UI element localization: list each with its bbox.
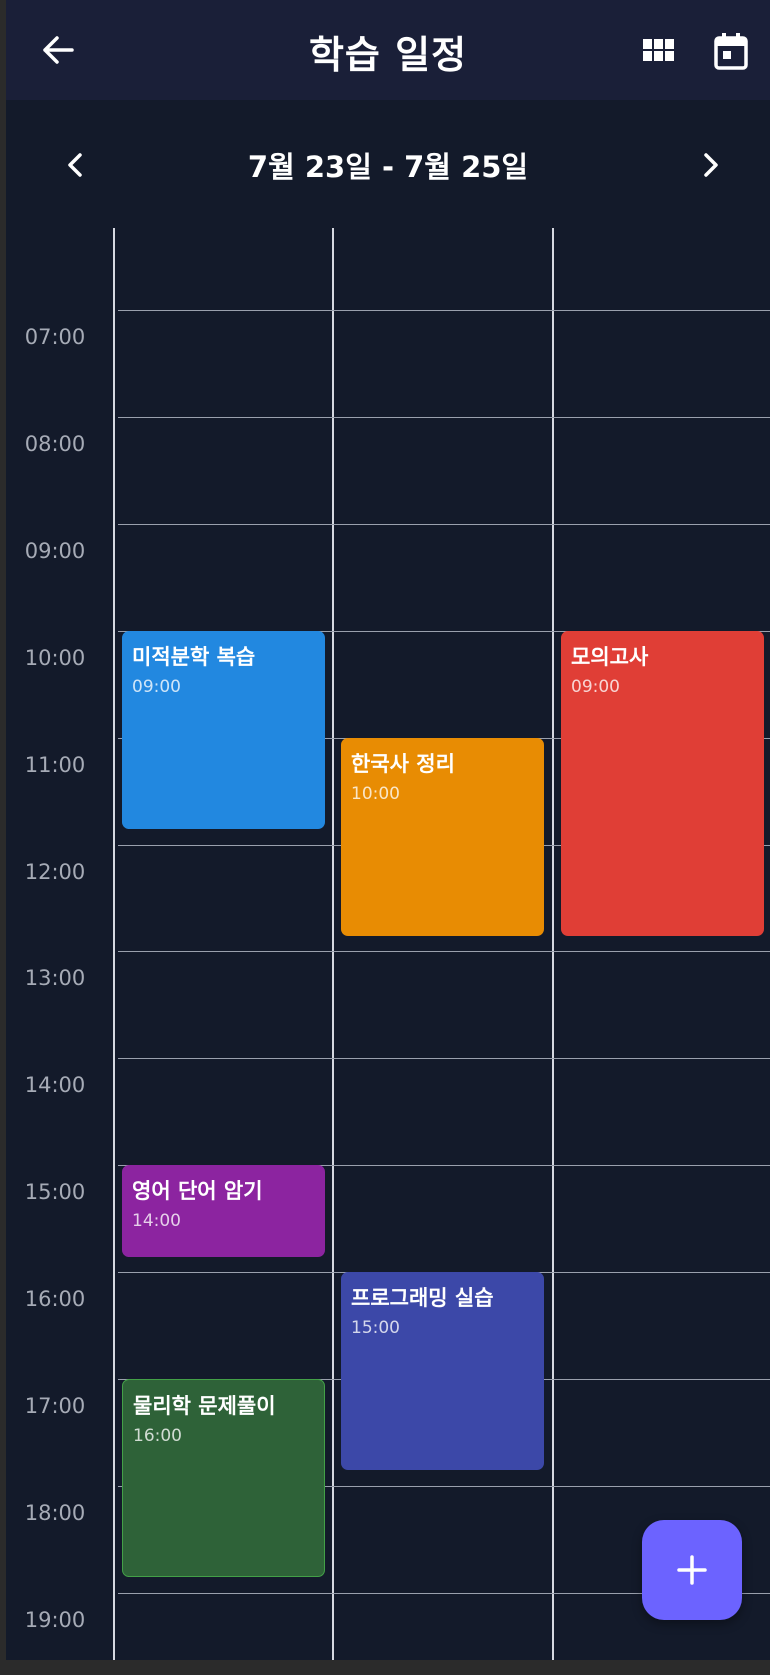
time-label: 15:00 <box>6 1180 104 1204</box>
hour-gridline <box>118 417 770 418</box>
event-card[interactable]: 프로그래밍 실습 15:00 <box>341 1272 544 1470</box>
event-card[interactable]: 모의고사 09:00 <box>561 631 764 936</box>
hour-gridline <box>118 951 770 952</box>
event-title: 영어 단어 암기 <box>132 1175 315 1205</box>
time-label: 16:00 <box>6 1287 104 1311</box>
hour-gridline <box>118 524 770 525</box>
event-title: 미적분학 복습 <box>132 641 315 671</box>
time-label: 17:00 <box>6 1394 104 1418</box>
time-label: 09:00 <box>6 539 104 563</box>
hour-gridline <box>118 1058 770 1059</box>
event-card[interactable]: 영어 단어 암기 14:00 <box>122 1165 325 1257</box>
event-time: 10:00 <box>351 784 534 804</box>
time-label: 13:00 <box>6 966 104 990</box>
timetable-grid: 07:00 08:00 09:00 10:00 11:00 12:00 13:00 14:00… <box>6 0 770 1660</box>
time-label: 19:00 <box>6 1608 104 1632</box>
schedule-screen: 학습 일정 7월 <box>6 0 770 1660</box>
event-time: 14:00 <box>132 1211 315 1231</box>
event-card[interactable]: 한국사 정리 10:00 <box>341 738 544 936</box>
time-label: 14:00 <box>6 1073 104 1097</box>
time-label: 10:00 <box>6 646 104 670</box>
column-divider <box>332 228 334 1660</box>
time-label: 18:00 <box>6 1501 104 1525</box>
event-card[interactable]: 물리학 문제풀이 16:00 <box>122 1379 325 1577</box>
time-label: 11:00 <box>6 753 104 777</box>
event-title: 한국사 정리 <box>351 748 534 778</box>
add-event-button[interactable] <box>642 1520 742 1620</box>
event-card[interactable]: 미적분학 복습 09:00 <box>122 631 325 829</box>
time-label: 08:00 <box>6 432 104 456</box>
column-divider <box>552 228 554 1660</box>
event-time: 16:00 <box>133 1426 314 1446</box>
time-label: 12:00 <box>6 860 104 884</box>
event-title: 물리학 문제풀이 <box>133 1390 314 1420</box>
event-time: 15:00 <box>351 1318 534 1338</box>
plus-icon <box>677 1555 707 1585</box>
event-time: 09:00 <box>132 677 315 697</box>
event-title: 프로그래밍 실습 <box>351 1282 534 1312</box>
event-title: 모의고사 <box>571 641 754 671</box>
column-divider <box>113 228 115 1660</box>
time-label: 07:00 <box>6 325 104 349</box>
event-time: 09:00 <box>571 677 754 697</box>
hour-gridline <box>118 310 770 311</box>
